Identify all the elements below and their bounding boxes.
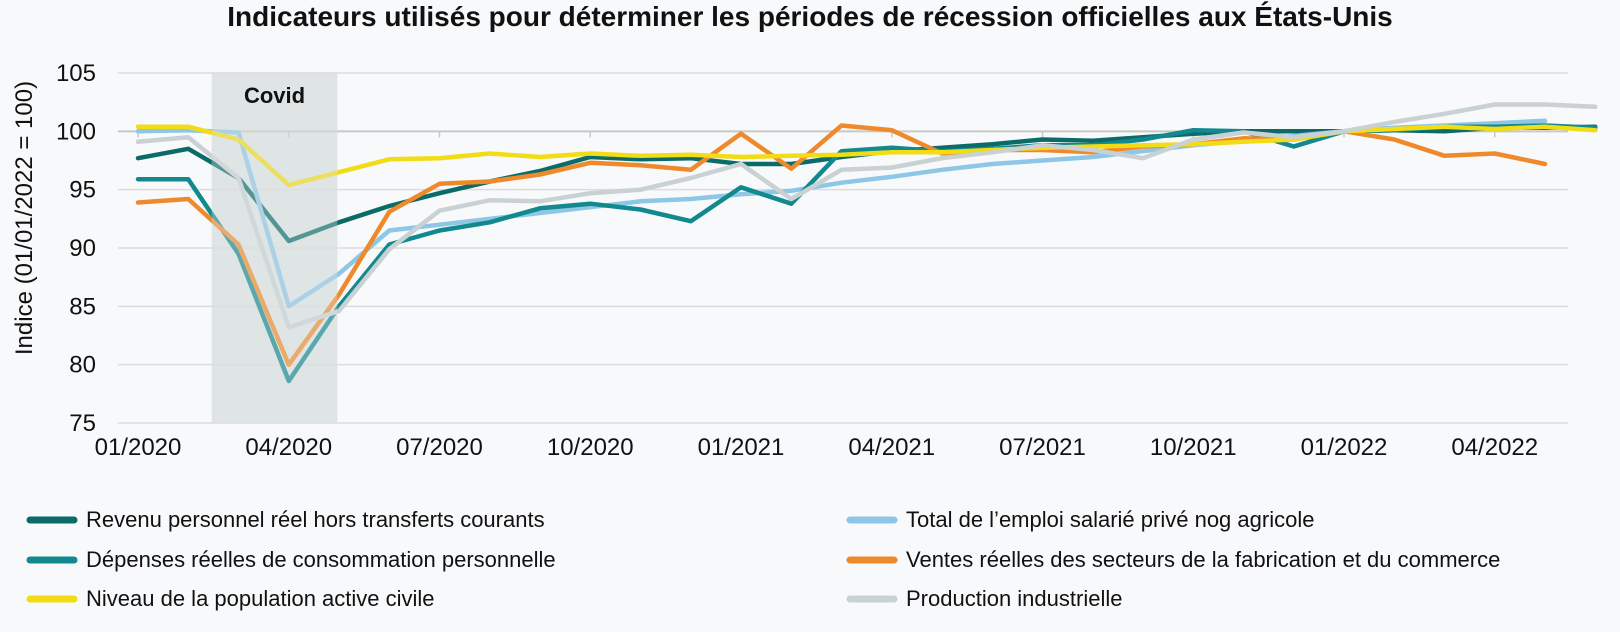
- x-tick-label: 04/2020: [245, 434, 332, 461]
- chart-title: Indicateurs utilisés pour déterminer les…: [227, 1, 1393, 32]
- legend-item: Revenu personnel réel hors transferts co…: [26, 507, 545, 532]
- series-lines: [135, 102, 1598, 423]
- legend-label: Total de l’emploi salarié privé nog agri…: [906, 507, 1314, 532]
- series-line-1: [135, 124, 1598, 244]
- legend-label: Niveau de la population active civile: [86, 586, 435, 611]
- covid-overlay: [211, 113, 338, 423]
- legend-item: Ventes réelles des secteurs de la fabric…: [846, 547, 1500, 572]
- y-tick-label: 85: [69, 293, 96, 320]
- covid-label: Covid: [244, 83, 305, 108]
- legend-label: Production industrielle: [906, 586, 1122, 611]
- series-line-6: [135, 102, 1598, 330]
- x-tick-label: 10/2021: [1150, 434, 1237, 461]
- x-tick-label: 01/2021: [698, 434, 785, 461]
- x-tick-label: 07/2020: [396, 434, 483, 461]
- x-tick-label: 01/2022: [1301, 434, 1388, 461]
- y-tick-label: 100: [56, 118, 96, 145]
- series-line-3: [135, 123, 1598, 384]
- legend-label: Dépenses réelles de consommation personn…: [86, 547, 556, 572]
- legend-label: Revenu personnel réel hors transferts co…: [86, 507, 545, 532]
- legend-item: Total de l’emploi salarié privé nog agri…: [846, 507, 1314, 532]
- legend: Revenu personnel réel hors transferts co…: [26, 507, 1500, 611]
- x-tick-label: 04/2022: [1451, 434, 1538, 461]
- x-tick-label: 10/2020: [547, 434, 634, 461]
- legend-item: Niveau de la population active civile: [26, 586, 435, 611]
- legend-item: Dépenses réelles de consommation personn…: [26, 547, 556, 572]
- y-tick-label: 80: [69, 352, 96, 379]
- series-line-4: [135, 123, 1548, 367]
- x-tick-label: 01/2020: [95, 434, 182, 461]
- y-axis-label: Indice (01/01/2022 = 100): [11, 81, 38, 355]
- y-tick-label: 90: [69, 235, 96, 262]
- legend-label: Ventes réelles des secteurs de la fabric…: [906, 547, 1500, 572]
- x-tick-label: 07/2021: [999, 434, 1086, 461]
- x-tick-label: 04/2021: [848, 434, 935, 461]
- y-tick-label: 95: [69, 177, 96, 204]
- y-tick-label: 75: [69, 410, 96, 437]
- axes: 75 80 85 90 95 100 105 01/2020 04/2020 07/2020 10/…: [56, 60, 1538, 461]
- legend-item: Production industrielle: [846, 586, 1122, 611]
- y-tick-label: 105: [56, 60, 96, 87]
